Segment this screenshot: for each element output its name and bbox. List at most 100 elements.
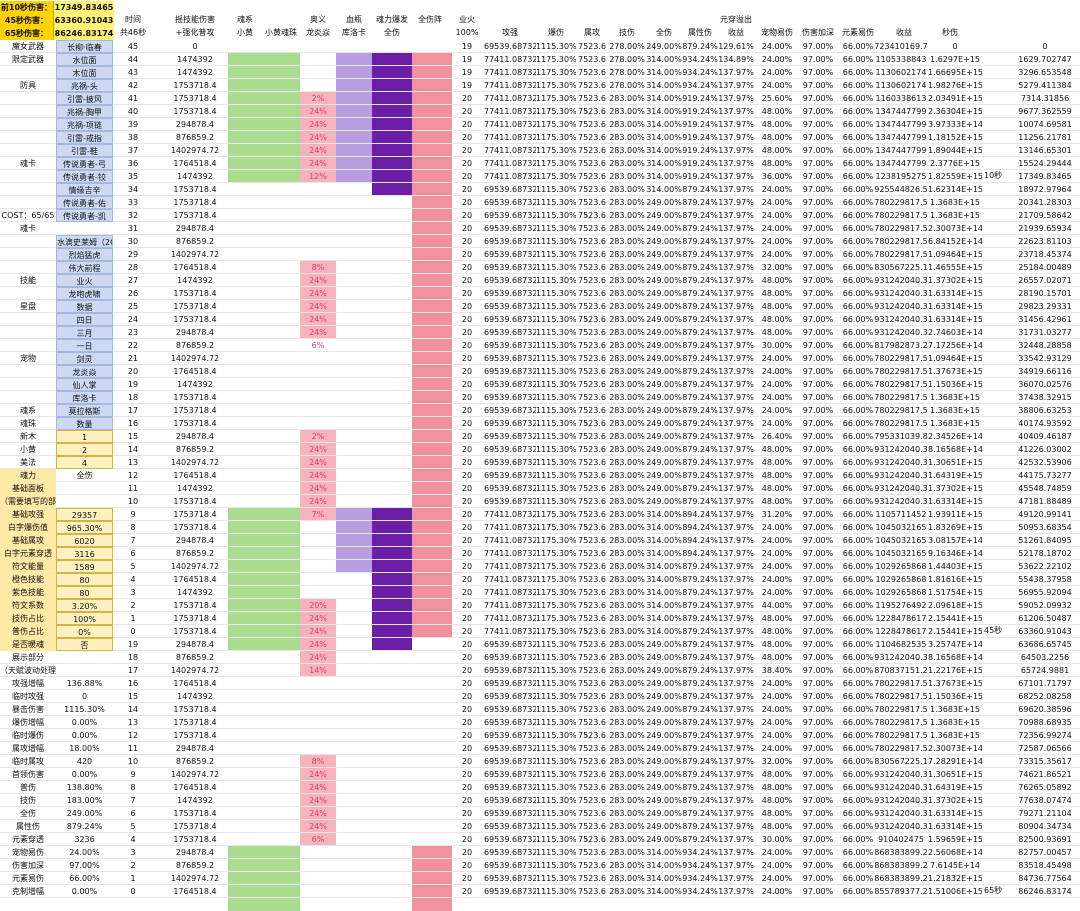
item-name[interactable]: 0% (56, 625, 113, 638)
group-label (0, 105, 56, 118)
item-name[interactable]: 烈焰猛虎 (56, 248, 113, 261)
item-name[interactable]: 引雷-披风 (56, 92, 113, 105)
item-name[interactable]: 情缘吉辛 (56, 183, 113, 196)
item-name[interactable]: 3.20% (56, 599, 113, 612)
item-name[interactable]: 兆祸-头 (56, 79, 113, 92)
item-name[interactable]: 136.88% (66, 679, 103, 688)
item-name[interactable]: 兆祸-胸甲 (56, 105, 113, 118)
item-name[interactable]: 249.00% (66, 809, 103, 818)
item-name[interactable]: 100% (56, 612, 113, 625)
table-cell: 31 (127, 224, 139, 233)
item-name[interactable]: 传说勇者-佑 (56, 196, 113, 209)
table-row: 白字爆伤值 965.30% 8 1753718.4 20 77411.08732 1175.… (0, 521, 1080, 534)
item-name[interactable] (56, 651, 113, 664)
item-name[interactable]: 三月 (56, 326, 113, 339)
table-cell: 1347447799 (875, 159, 927, 168)
table-cell: 25184.00489 (1018, 263, 1072, 272)
item-name[interactable]: 水滴史莱姆（2C） (56, 235, 113, 248)
table-cell: 283.00% (609, 718, 645, 727)
item-name[interactable]: 库洛卡 (56, 391, 113, 404)
table-cell: 66.00% (842, 653, 874, 662)
item-name[interactable]: 四日 (56, 313, 113, 326)
item-name[interactable]: 80 (56, 573, 113, 586)
table-cell: 20 (461, 315, 473, 324)
item-name[interactable]: 66.00% (69, 874, 100, 883)
table-cell: 780229817.5 (874, 406, 928, 415)
table-cell: 1115.30% (536, 640, 576, 649)
item-name[interactable]: 长柳·临春 (56, 40, 113, 53)
table-cell: 10 (127, 757, 139, 766)
item-name[interactable]: 伟大前程 (56, 261, 113, 274)
item-name[interactable]: 965.30% (56, 521, 113, 534)
item-name[interactable]: 3116 (56, 547, 113, 560)
item-name[interactable]: 0 (81, 692, 88, 701)
table-cell: 1175.30% (536, 172, 576, 181)
item-name[interactable] (56, 495, 113, 508)
item-name[interactable]: 传说勇者-弓 (56, 157, 113, 170)
table-cell: 1474392 (177, 692, 213, 701)
item-name[interactable]: 1589 (56, 560, 113, 573)
item-name[interactable]: 6020 (56, 534, 113, 547)
item-name[interactable]: 0.00% (71, 718, 98, 727)
table-cell: 894.24% (682, 549, 718, 558)
item-name[interactable]: 数量 (56, 417, 113, 430)
item-name[interactable]: 龙炎焱 (56, 365, 113, 378)
table-cell (300, 209, 336, 222)
item-name[interactable]: 0.00% (71, 887, 98, 896)
item-name[interactable]: 1 (56, 430, 113, 443)
table-cell: 879.24% (682, 224, 718, 233)
item-name[interactable]: 2 (56, 443, 113, 456)
item-name[interactable]: 引雷-鞋 (56, 144, 113, 157)
table-cell: 137.97% (718, 107, 754, 116)
item-name[interactable]: 水位面 (56, 53, 113, 66)
table-cell: 817982873.2 (874, 341, 928, 350)
table-cell: 20 (461, 250, 473, 259)
item-name[interactable]: 兆祸-项链 (56, 118, 113, 131)
table-cell: 9.16346E+14 (928, 549, 982, 558)
item-name[interactable]: 龙咆虎啸 (56, 287, 113, 300)
item-name[interactable]: 24.00% (69, 848, 100, 857)
item-name[interactable]: 0.00% (71, 770, 98, 779)
table-cell: 7523.6 (578, 601, 606, 610)
item-name[interactable]: 一日 (56, 339, 113, 352)
item-name[interactable]: 木位面 (56, 66, 113, 79)
table-cell: 1104682535 (875, 640, 927, 649)
table-cell: 137.97% (718, 861, 754, 870)
item-name[interactable]: 879.24% (66, 822, 103, 831)
item-name[interactable]: 0.00% (71, 731, 98, 740)
item-name[interactable]: 4 (56, 456, 113, 469)
item-name[interactable]: 3236 (74, 835, 95, 844)
table-row: 一日 22 876859.2 6% 20 69539.68732 1115.30% 7523.… (0, 339, 1080, 352)
item-name[interactable]: 数据 (56, 300, 113, 313)
table-cell: 66.00% (842, 289, 874, 298)
item-name[interactable]: 传说勇者-铰 (56, 170, 113, 183)
item-name[interactable]: 183.00% (66, 796, 103, 805)
table-cell: 20 (461, 679, 473, 688)
item-name[interactable]: 138.80% (66, 783, 103, 792)
item-name[interactable]: 引雷-戒指 (56, 131, 113, 144)
item-name[interactable] (56, 222, 113, 235)
table-cell: 830567225.1 (874, 757, 928, 766)
table-cell: 36.00% (761, 172, 793, 181)
item-name[interactable]: 18.00% (69, 744, 100, 753)
item-name[interactable]: 莫拉格斯 (56, 404, 113, 417)
item-name[interactable]: 业火 (56, 274, 113, 287)
item-name[interactable]: 全伤 (76, 471, 93, 480)
table-cell (300, 729, 336, 742)
item-name[interactable]: 420 (76, 757, 93, 766)
item-name[interactable]: 80 (56, 586, 113, 599)
item-name[interactable]: 1115.30% (64, 705, 105, 714)
item-name[interactable] (56, 482, 113, 495)
hdr-time2: 共46秒 (119, 28, 147, 37)
table-cell: 20 (461, 588, 473, 597)
item-name[interactable]: 剑灵 (56, 352, 113, 365)
table-cell: 1.93911E+15 (928, 510, 982, 519)
item-name[interactable]: 仙人掌 (56, 378, 113, 391)
item-name[interactable] (56, 664, 113, 677)
table-cell: 41226.03002 (1018, 445, 1072, 454)
item-name[interactable]: 传说勇者-凯 (56, 209, 113, 222)
item-name[interactable]: 否 (56, 638, 113, 651)
item-name[interactable]: 29357 (56, 508, 113, 521)
table-cell: 20 (461, 471, 473, 480)
item-name[interactable]: 97.00% (69, 861, 100, 870)
